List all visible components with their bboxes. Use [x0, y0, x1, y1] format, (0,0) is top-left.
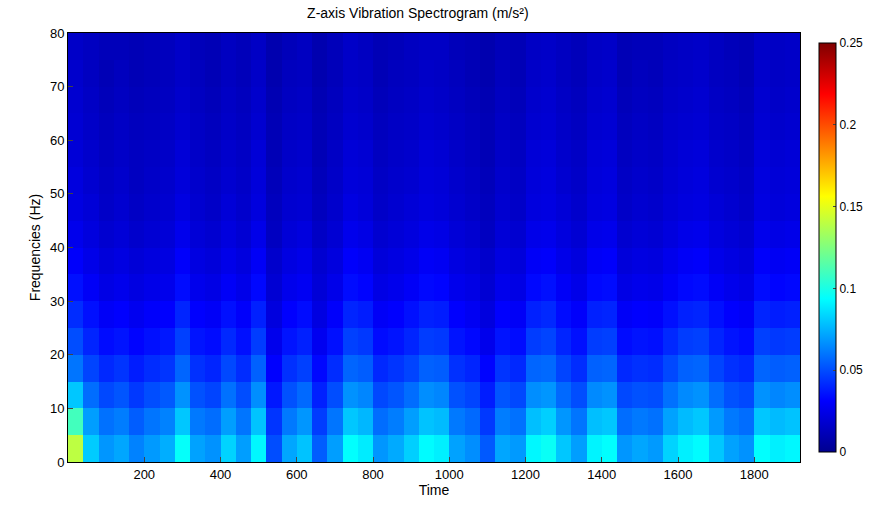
svg-text:0.2: 0.2	[839, 118, 856, 132]
svg-text:0: 0	[839, 445, 846, 459]
svg-text:600: 600	[286, 467, 308, 482]
svg-text:30: 30	[50, 294, 64, 309]
svg-text:1800: 1800	[740, 467, 769, 482]
svg-text:1400: 1400	[587, 467, 616, 482]
svg-text:400: 400	[210, 467, 232, 482]
svg-text:70: 70	[50, 79, 64, 94]
svg-text:1200: 1200	[511, 467, 540, 482]
svg-text:50: 50	[50, 186, 64, 201]
svg-text:10: 10	[50, 401, 64, 416]
svg-text:80: 80	[50, 26, 64, 41]
svg-text:Frequencies (Hz): Frequencies (Hz)	[27, 194, 43, 301]
svg-text:0.05: 0.05	[839, 363, 863, 377]
svg-text:60: 60	[50, 133, 64, 148]
svg-text:0.1: 0.1	[839, 282, 856, 296]
svg-text:0.25: 0.25	[839, 36, 863, 50]
svg-text:20: 20	[50, 347, 64, 362]
svg-text:40: 40	[50, 240, 64, 255]
svg-text:1000: 1000	[435, 467, 464, 482]
svg-text:Time: Time	[419, 482, 450, 498]
svg-text:0: 0	[57, 455, 64, 470]
svg-text:800: 800	[362, 467, 384, 482]
svg-text:0.15: 0.15	[839, 200, 863, 214]
svg-text:200: 200	[133, 467, 155, 482]
svg-text:1600: 1600	[664, 467, 693, 482]
svg-text:Z-axis Vibration Spectrogram (: Z-axis Vibration Spectrogram (m/s²)	[307, 5, 528, 21]
